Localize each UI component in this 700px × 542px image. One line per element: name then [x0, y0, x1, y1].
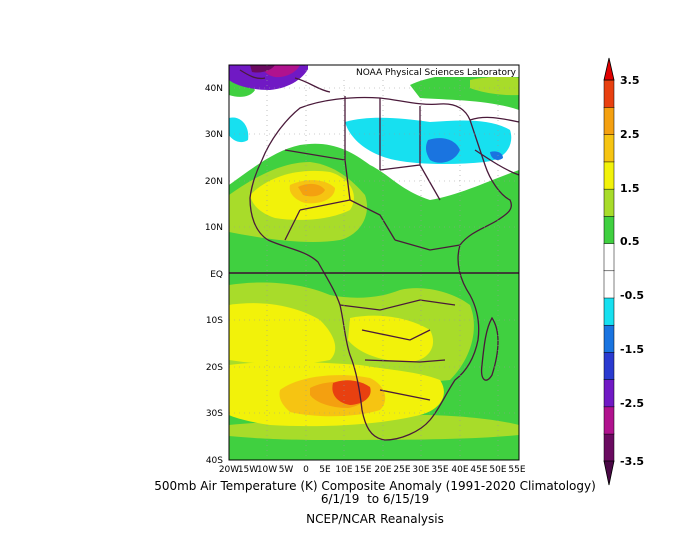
- caption-dates: 6/1/19 to 6/15/19: [320, 492, 430, 506]
- colorbar-segment: [603, 215, 615, 244]
- longitude-axis: 20W 15W 10W 5W 0 5E 10E 15E 20E 25E 30E …: [219, 465, 526, 475]
- colorbar-segment: [603, 134, 615, 163]
- colorbar-top-arrow: [603, 57, 615, 81]
- lon-label-10w: 10W: [257, 465, 277, 475]
- lon-label-10e: 10E: [335, 465, 352, 475]
- lat-label-10n: 10N: [205, 223, 223, 233]
- lon-label-20w: 20W: [219, 465, 239, 475]
- credit-text: NOAA Physical Sciences Laboratory: [356, 68, 517, 78]
- map-panel: NOAA Physical Sciences Laboratory: [229, 65, 519, 460]
- colorbar-segment: [603, 270, 615, 299]
- colorbar-segment: [603, 243, 615, 272]
- colorbar-label-neg0p5: -0.5: [620, 289, 644, 302]
- lon-label-5e: 5E: [319, 465, 331, 475]
- latitude-axis: 40N 30N 20N 10N EQ 10S 20S 30S 40S: [205, 84, 223, 466]
- lat-label-20n: 20N: [205, 177, 223, 187]
- lat-label-30s: 30S: [206, 409, 223, 419]
- colorbar-segment: [603, 324, 615, 353]
- colorbar-segment: [603, 161, 615, 190]
- lon-label-15e: 15E: [354, 465, 371, 475]
- colorbar-segment: [603, 106, 615, 135]
- colorbar-label-3p5: 3.5: [620, 74, 640, 87]
- lat-label-eq: EQ: [210, 270, 223, 280]
- colorbar-label-0p5: 0.5: [620, 235, 640, 248]
- colorbar-segments: [603, 79, 615, 462]
- lon-label-30e: 30E: [412, 465, 429, 475]
- lon-label-15w: 15W: [238, 465, 258, 475]
- lon-label-20e: 20E: [374, 465, 391, 475]
- colorbar-label-neg1p5: -1.5: [620, 343, 644, 356]
- caption-title: 500mb Air Temperature (K) Composite Anom…: [154, 479, 596, 493]
- map-frame: [228, 64, 520, 461]
- lon-label-40e: 40E: [451, 465, 468, 475]
- colorbar-segment: [603, 188, 615, 217]
- colorbar-label-neg2p5: -2.5: [620, 397, 644, 410]
- anomaly-fill-purple: [229, 65, 310, 90]
- lon-label-45e: 45E: [470, 465, 487, 475]
- colorbar-label-neg3p5: -3.5: [620, 455, 644, 468]
- lat-label-30n: 30N: [205, 130, 223, 140]
- colorbar-segment: [603, 297, 615, 326]
- lat-label-40n: 40N: [205, 84, 223, 94]
- graticule: [229, 65, 519, 460]
- colorbar-segment: [603, 79, 615, 108]
- colorbar-segment: [603, 351, 615, 380]
- credit-box: [308, 65, 519, 77]
- colorbar-label-1p5: 1.5: [620, 182, 640, 195]
- caption-source: NCEP/NCAR Reanalysis: [306, 512, 444, 526]
- lon-label-35e: 35E: [431, 465, 448, 475]
- colorbar-segment: [603, 379, 615, 408]
- lat-label-20s: 20S: [206, 363, 223, 373]
- colorbar: 3.5 2.5 1.5 0.5 -0.5 -1.5 -2.5 -3.5: [603, 57, 644, 486]
- lon-label-50e: 50E: [489, 465, 506, 475]
- colorbar-segment: [603, 406, 615, 435]
- colorbar-bottom-arrow: [603, 460, 615, 486]
- lon-label-0: 0: [303, 465, 309, 475]
- colorbar-segment: [603, 433, 615, 462]
- lat-label-10s: 10S: [206, 316, 223, 326]
- anomaly-fill-blue: [425, 138, 503, 163]
- colorbar-label-2p5: 2.5: [620, 128, 640, 141]
- lat-label-40s: 40S: [206, 456, 223, 466]
- lon-label-55e: 55E: [508, 465, 525, 475]
- coastline-borders: [239, 69, 519, 441]
- lon-label-5w: 5W: [279, 465, 294, 475]
- lon-label-25e: 25E: [393, 465, 410, 475]
